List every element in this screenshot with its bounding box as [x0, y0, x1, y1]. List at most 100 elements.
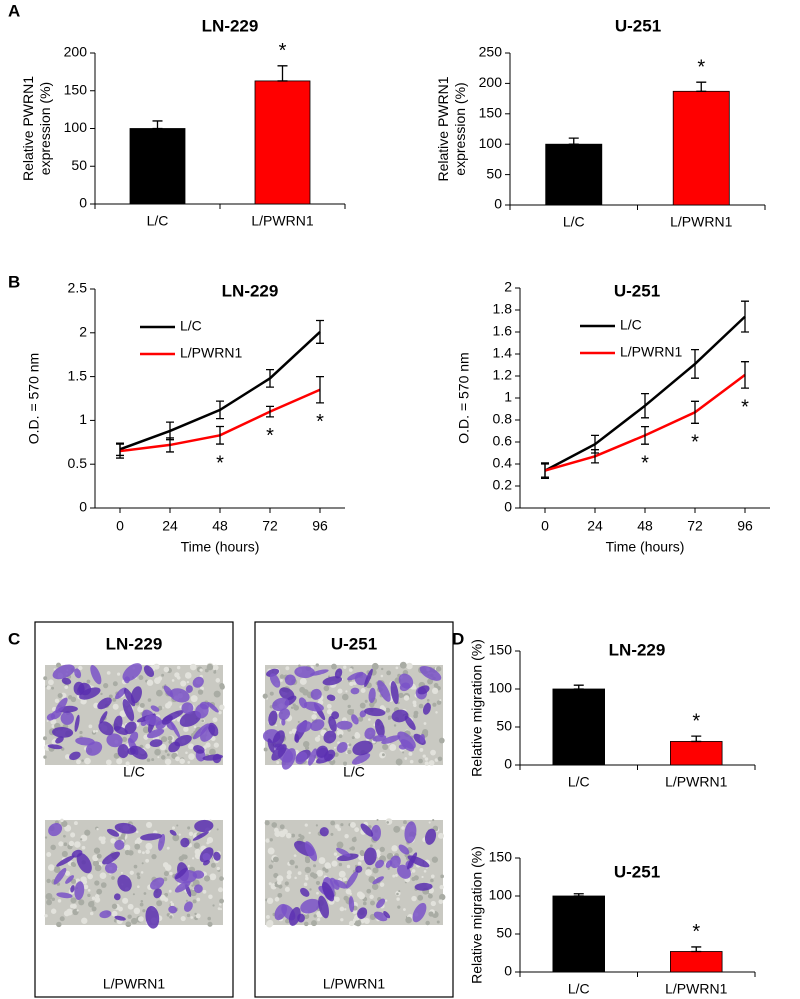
- stained-cell: [391, 709, 409, 723]
- micrograph-texture: [61, 820, 68, 827]
- x-tick-label: L/PWRN1: [665, 981, 727, 997]
- micrograph-texture: [393, 724, 397, 727]
- stained-cell: [192, 676, 204, 688]
- micrograph-texture: [274, 897, 280, 902]
- micrograph-texture: [154, 748, 161, 756]
- stained-cell: [300, 887, 310, 897]
- micrograph-texture: [336, 841, 344, 849]
- stained-cell: [357, 907, 368, 919]
- micrograph-texture: [127, 914, 132, 919]
- y-axis-label: O.D. = 570 nm: [456, 352, 472, 443]
- micrograph-texture: [219, 903, 222, 906]
- micrograph-texture: [349, 847, 352, 850]
- micrograph-texture: [63, 834, 66, 838]
- stained-cell: [310, 688, 322, 700]
- stained-cell: [336, 720, 353, 730]
- y-tick-label: 200: [479, 74, 503, 90]
- micrograph-texture: [371, 662, 379, 670]
- micrograph-texture: [138, 916, 144, 922]
- micrograph-texture: [218, 710, 222, 715]
- micrograph-texture: [56, 921, 62, 928]
- error-bar: [691, 400, 699, 424]
- micrograph-texture: [395, 758, 403, 766]
- micrograph-texture: [266, 919, 274, 927]
- panel-c-box: [254, 621, 454, 998]
- micrograph-texture: [194, 912, 197, 916]
- stained-cell: [122, 699, 135, 722]
- micrograph-texture: [207, 921, 213, 927]
- micrograph-texture: [133, 864, 138, 869]
- image-label: L/PWRN1: [323, 976, 385, 992]
- stained-cell: [267, 738, 275, 753]
- y-axis-label: Relative PWRN1: [435, 76, 451, 181]
- micrograph-texture: [279, 824, 285, 830]
- micrograph-texture: [187, 761, 191, 764]
- micrograph-texture: [349, 681, 354, 686]
- micrograph-texture: [314, 736, 321, 742]
- micrograph-texture: [344, 908, 347, 911]
- y-tick-label: 0: [504, 963, 512, 979]
- micrograph-texture: [89, 911, 94, 916]
- stained-cell: [371, 824, 381, 842]
- micrograph-texture: [79, 666, 83, 670]
- error-bar: [316, 319, 324, 344]
- micrograph-texture: [269, 691, 274, 696]
- micrograph-texture: [105, 759, 112, 766]
- error-bar: [691, 735, 702, 743]
- micrograph-texture: [213, 690, 221, 698]
- stained-cell: [99, 711, 108, 724]
- micrograph-texture: [345, 690, 348, 693]
- y-tick-label: 0: [79, 195, 87, 211]
- stained-cell: [168, 905, 178, 914]
- micrograph-texture: [179, 758, 185, 764]
- stained-cell: [70, 885, 75, 893]
- annotation: *: [691, 432, 699, 454]
- micrograph-texture: [343, 761, 348, 766]
- stained-cell: [318, 895, 329, 919]
- stained-cell: [279, 687, 295, 701]
- micrograph-texture: [273, 827, 279, 833]
- stained-cell: [140, 833, 162, 841]
- micrograph-texture: [278, 884, 283, 889]
- micrograph-texture: [145, 849, 150, 855]
- stained-cell: [145, 714, 163, 726]
- stained-cell: [194, 884, 203, 894]
- micrograph-texture: [113, 752, 120, 759]
- micrograph-texture: [192, 899, 197, 904]
- stained-cell: [183, 901, 193, 912]
- micrograph-texture: [46, 899, 52, 906]
- micrograph-texture: [285, 666, 290, 671]
- error-bar: [152, 120, 163, 130]
- micrograph-texture: [354, 827, 360, 833]
- micrograph-texture: [147, 698, 152, 702]
- y-tick-label: 100: [489, 887, 513, 903]
- micrograph-texture: [95, 729, 98, 733]
- micrograph-texture: [168, 889, 172, 893]
- stained-cell: [294, 666, 315, 679]
- micrograph-texture: [86, 679, 91, 684]
- micrograph-texture: [347, 709, 354, 716]
- micrograph-texture: [122, 897, 129, 904]
- micrograph-texture: [73, 821, 78, 826]
- micrograph-texture: [213, 670, 217, 674]
- micrograph-texture: [263, 747, 268, 752]
- micrograph-texture: [174, 672, 180, 678]
- micrograph-texture: [159, 894, 166, 901]
- micrograph-texture: [46, 719, 49, 722]
- micrograph-texture: [333, 852, 338, 856]
- error-bar: [573, 684, 584, 690]
- chart-title: LN-229: [222, 281, 279, 300]
- micrograph-texture: [331, 663, 337, 670]
- micrograph-texture: [426, 699, 430, 702]
- stained-cell: [310, 719, 325, 732]
- micrograph-texture: [215, 678, 221, 683]
- micrograph-texture: [385, 899, 388, 902]
- micrograph-texture: [212, 717, 218, 723]
- stained-cell: [328, 716, 337, 732]
- y-tick-label: 0.4: [493, 455, 513, 471]
- micrograph-texture: [70, 832, 76, 838]
- stained-cell: [364, 727, 376, 740]
- stained-cell: [352, 740, 373, 756]
- y-tick-label: 2.5: [68, 280, 88, 296]
- error-bar: [541, 463, 549, 478]
